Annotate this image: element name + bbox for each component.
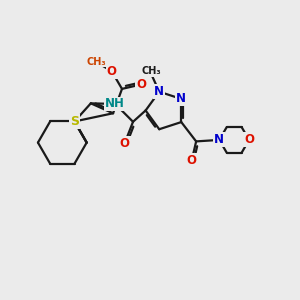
Text: O: O [120,137,130,150]
Text: CH₃: CH₃ [87,56,106,67]
Text: S: S [70,115,79,128]
Text: N: N [214,134,224,146]
Text: O: O [106,64,117,78]
Text: N: N [154,85,164,98]
Text: O: O [187,154,197,167]
Text: CH₃: CH₃ [142,66,161,76]
Text: NH: NH [105,98,125,110]
Text: N: N [176,92,186,105]
Text: O: O [244,134,254,146]
Text: O: O [136,78,146,91]
